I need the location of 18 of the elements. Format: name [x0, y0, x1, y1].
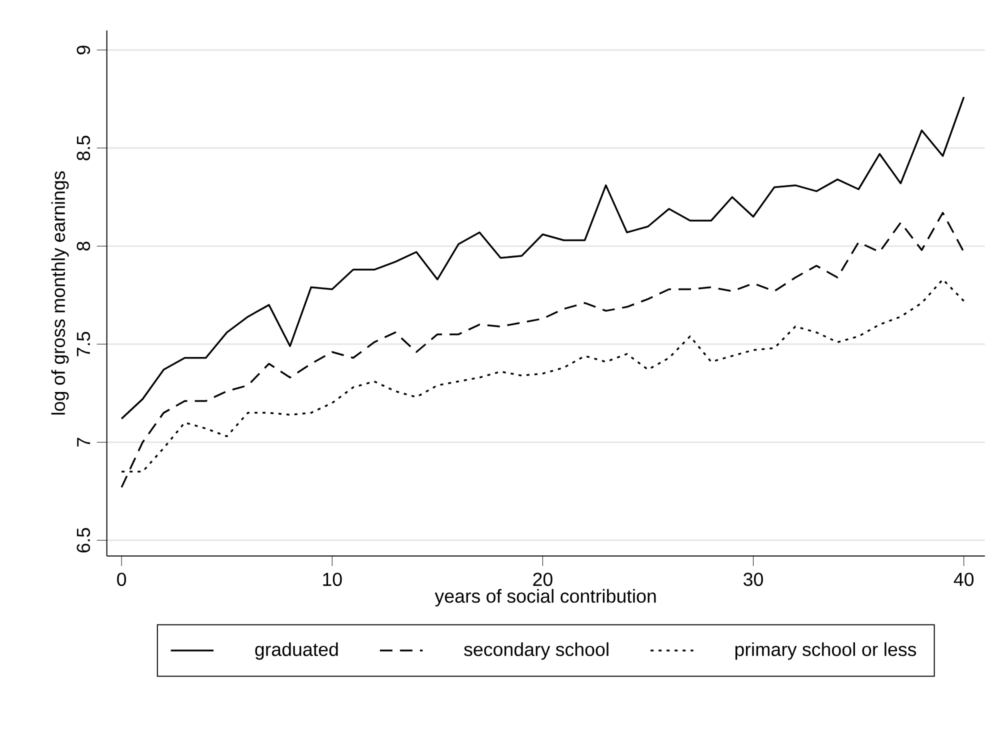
x-tick-label: 0 [117, 572, 126, 586]
x-tick-label: 20 [533, 572, 552, 586]
x-tick-label: 10 [323, 572, 342, 586]
y-tick-label: 9 [76, 46, 90, 54]
y-tick-label: 8.5 [76, 136, 90, 160]
line-series [120, 96, 965, 420]
y-tick-label: 7 [77, 438, 90, 446]
y-axis-title: log of gross monthly earnings [51, 171, 69, 415]
legend-label: graduated [255, 642, 338, 660]
y-tick-label: 8 [76, 242, 90, 251]
x-tick-label: 40 [954, 572, 974, 586]
line-series [120, 212, 965, 488]
legend-label: secondary school [464, 642, 608, 660]
legend-label: primary school or less [735, 642, 916, 660]
x-axis-title: years of social contribution [434, 589, 656, 606]
y-tick-label: 7.5 [76, 332, 90, 356]
x-tick-label: 30 [744, 572, 763, 586]
y-tick-label: 6.5 [76, 528, 90, 552]
